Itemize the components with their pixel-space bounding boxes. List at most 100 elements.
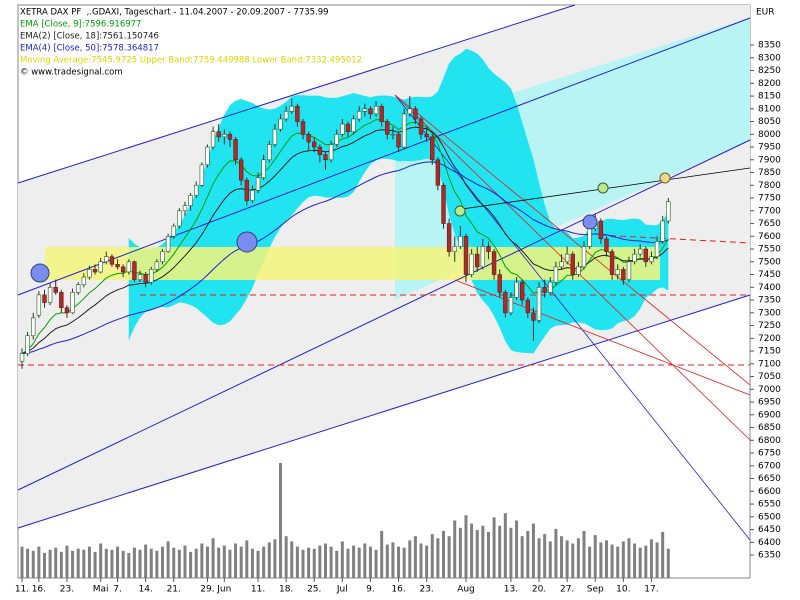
x-tick-label: 11. [251, 585, 265, 595]
volume-bar [363, 543, 367, 578]
candle-body [295, 105, 300, 122]
volume-bar [48, 549, 52, 578]
candle-body [390, 133, 396, 136]
trendline [394, 94, 751, 541]
volume-bar [481, 525, 485, 578]
candle-body [553, 266, 559, 283]
candle-body [396, 133, 401, 148]
candle-body [531, 312, 536, 321]
y-tick-label: 8300 [758, 53, 781, 63]
candle-body [452, 246, 457, 252]
volume-bar [649, 539, 653, 578]
candle-body [199, 164, 205, 186]
volume-bar [335, 550, 339, 578]
volume-bar [352, 545, 356, 578]
x-tick-label: 23. [60, 585, 74, 595]
ema-line [21, 126, 669, 355]
volume-bar [65, 545, 69, 578]
volume-bar [267, 542, 271, 578]
y-tick-label: 8000 [758, 130, 781, 140]
volume-bar [279, 463, 283, 578]
volume-bar [571, 543, 575, 578]
candle-body [132, 261, 137, 280]
marker [454, 205, 466, 217]
x-tick-label: 18. [279, 585, 293, 595]
y-tick-label: 8050 [758, 117, 781, 127]
legend-entry: EMA(2) [Close, 18]:7561.150746 [20, 32, 159, 42]
candle-body [289, 105, 294, 112]
volume-bar [37, 546, 41, 578]
candle-body [497, 274, 502, 293]
candle-body [210, 131, 216, 148]
volume-bar [408, 540, 412, 578]
y-tick-label: 7000 [758, 385, 781, 395]
candle-body [283, 111, 289, 120]
y-tick-label: 7500 [758, 257, 781, 267]
volume-bar [99, 543, 103, 578]
volume-bar [59, 551, 63, 578]
y-tick-label: 6450 [758, 525, 781, 535]
x-tick-label: 7. [113, 585, 122, 595]
volume-bar [548, 541, 552, 578]
candle-body [222, 133, 227, 138]
x-tick-label: 20. [532, 585, 546, 595]
candle-body [98, 261, 103, 273]
legend-entry: EMA(4) [Close, 50]:7578.364817 [20, 44, 159, 54]
candle-body [47, 286, 53, 303]
y-tick-label: 6600 [758, 487, 781, 497]
candle-body [165, 235, 171, 252]
y-tick-label: 6350 [758, 551, 781, 561]
volume-bar [127, 552, 131, 578]
volume-bar [200, 543, 204, 578]
marker [582, 214, 598, 230]
volume-bar [256, 550, 260, 578]
candle-body [154, 261, 160, 270]
volume [20, 463, 670, 578]
volume-bar [627, 538, 631, 578]
y-tick-label: 6500 [758, 512, 781, 522]
candle-body [104, 256, 109, 263]
candle-body [216, 131, 221, 138]
candle-body [115, 264, 120, 268]
candle-body [609, 251, 615, 275]
candle-body [278, 118, 283, 130]
x-tick-label: 23. [419, 585, 433, 595]
y-tick-label: 8250 [758, 66, 781, 76]
volume-bar [436, 538, 440, 578]
volume-bar [340, 541, 344, 578]
x-tick-label: Aug [457, 585, 475, 595]
candle-body [70, 292, 75, 314]
candle-body [643, 248, 649, 263]
candle-body [401, 113, 407, 148]
trendline [17, 4, 576, 184]
x-tick-label: 25. [307, 585, 321, 595]
y-tick-label: 7300 [758, 308, 781, 318]
candle-body [87, 269, 92, 278]
volume-bar [531, 523, 535, 578]
candle-body [446, 223, 452, 252]
x-tick-label: 11. [15, 585, 29, 595]
candle-body [362, 108, 368, 112]
candle-body [570, 253, 575, 275]
volume-bar [211, 538, 215, 578]
candle-body [188, 195, 193, 206]
y-tick-label: 6650 [758, 474, 781, 484]
candle-body [76, 284, 81, 293]
level-line [599, 234, 751, 244]
volume-bar [20, 546, 24, 578]
trendline [17, 294, 751, 529]
candle-body [666, 201, 671, 222]
volume-bar [666, 548, 670, 578]
fan-line [394, 94, 751, 386]
y-tick-label: 7050 [758, 372, 781, 382]
candle-body [345, 123, 351, 133]
y-tick-label: 6850 [758, 423, 781, 433]
candle-body [272, 128, 278, 145]
volume-bar [599, 542, 603, 578]
candle-body [621, 269, 626, 280]
volume-bar [31, 550, 35, 578]
volume-bar [537, 538, 541, 578]
y-tick-label: 7100 [758, 359, 781, 369]
ema-line [21, 161, 669, 355]
